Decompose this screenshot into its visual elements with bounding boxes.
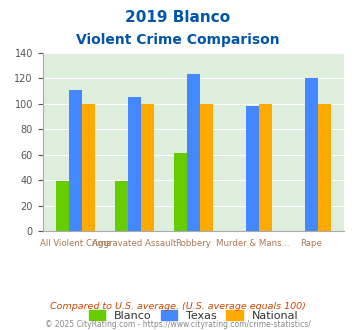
Bar [128, 97, 141, 231]
Bar [259, 104, 272, 231]
Text: Violent Crime Comparison: Violent Crime Comparison [76, 33, 279, 47]
Text: Compared to U.S. average. (U.S. average equals 100): Compared to U.S. average. (U.S. average … [50, 302, 305, 311]
Bar [187, 75, 200, 231]
Bar [82, 104, 95, 231]
Bar [246, 106, 259, 231]
Bar [141, 104, 154, 231]
Bar [69, 90, 82, 231]
Text: © 2025 CityRating.com - https://www.cityrating.com/crime-statistics/: © 2025 CityRating.com - https://www.city… [45, 320, 310, 329]
Bar [318, 104, 331, 231]
Bar [200, 104, 213, 231]
Bar [115, 182, 128, 231]
Legend: Blanco, Texas, National: Blanco, Texas, National [83, 304, 304, 326]
Bar [305, 78, 318, 231]
Text: 2019 Blanco: 2019 Blanco [125, 10, 230, 25]
Bar [174, 153, 187, 231]
Bar [56, 182, 69, 231]
